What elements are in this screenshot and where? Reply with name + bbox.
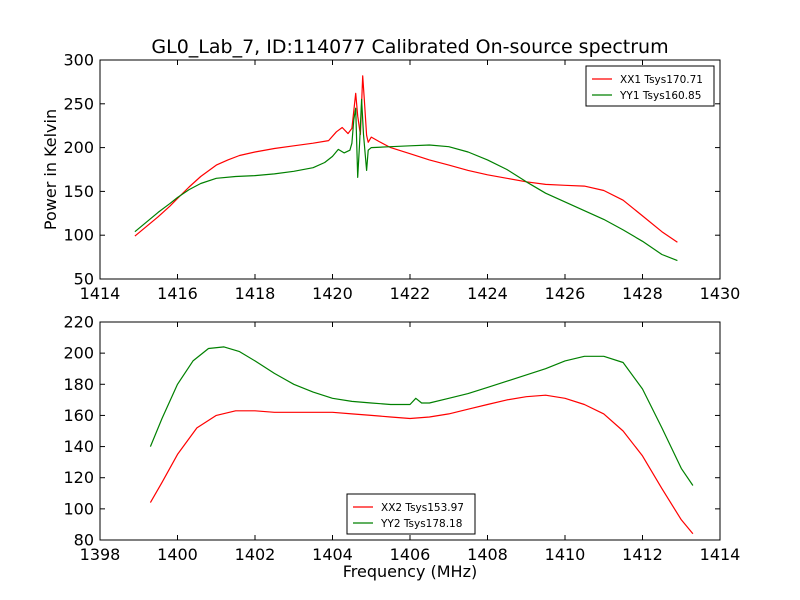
top-x-tick-label: 1430 [700, 284, 741, 303]
top-x-tick-label: 1418 [235, 284, 276, 303]
bottom-legend: XX2 Tsys153.97 YY2 Tsys178.18 [346, 493, 476, 535]
top-y-tick-label: 250 [63, 94, 94, 113]
bottom-x-tick-label: 1406 [390, 545, 431, 564]
bottom-x-tick-label: 1402 [235, 545, 276, 564]
bottom-y-tick-label: 140 [63, 437, 94, 456]
bottom-x-tick-label: 1404 [312, 545, 353, 564]
bottom-x-tick-label: 1398 [80, 545, 121, 564]
bottom-legend-label-1: XX2 Tsys153.97 [381, 502, 464, 514]
top-y-tick-label: 50 [74, 270, 94, 289]
bottom-legend-label-2: YY2 Tsys178.18 [380, 518, 462, 530]
top-x-tick-label: 1424 [467, 284, 508, 303]
bottom-y-tick-label: 120 [63, 468, 94, 487]
top-x-tick-label: 1422 [390, 284, 431, 303]
top-y-tick-label: 100 [63, 226, 94, 245]
bottom-y-tick-label: 220 [63, 313, 94, 332]
top-legend: XX1 Tsys170.71 YY1 Tsys160.85 [585, 65, 715, 107]
bottom-x-tick-label: 1414 [700, 545, 741, 564]
bottom-y-tick-label: 180 [63, 375, 94, 394]
bottom-x-tick-label: 1400 [157, 545, 198, 564]
bottom-y-tick-label: 80 [74, 531, 94, 550]
bottom-y-tick-label: 160 [63, 406, 94, 425]
bottom-y-tick-label: 200 [63, 344, 94, 363]
top-panel: 1414 1416 1418 1420 1422 1424 1426 1428 1430 50 10… [41, 51, 740, 304]
bottom-x-tick-label: 1410 [545, 545, 586, 564]
top-legend-label-1: XX1 Tsys170.71 [620, 74, 703, 86]
top-y-axis-label: Power in Kelvin [41, 109, 60, 230]
top-y-tick-label: 300 [63, 51, 94, 70]
top-series-line-2 [134, 98, 678, 262]
top-x-tick-label: 1414 [80, 284, 121, 303]
bottom-series-line-1 [149, 394, 694, 535]
figure-title: GL0_Lab_7, ID:114077 Calibrated On-sourc… [151, 36, 668, 58]
bottom-series-line-2 [149, 346, 694, 486]
top-x-tick-label: 1428 [622, 284, 663, 303]
top-y-tick-label: 150 [63, 182, 94, 201]
bottom-panel: 1398 1400 1402 1404 1406 1408 1410 1412 1414 80 10… [63, 313, 740, 582]
top-x-tick-label: 1416 [157, 284, 198, 303]
top-legend-label-2: YY1 Tsys160.85 [619, 90, 701, 102]
bottom-x-axis-label: Frequency (MHz) [343, 562, 477, 581]
bottom-x-tick-label: 1412 [622, 545, 663, 564]
top-x-tick-label: 1426 [545, 284, 586, 303]
bottom-x-tick-label: 1408 [467, 545, 508, 564]
top-y-tick-label: 200 [63, 138, 94, 157]
bottom-legend-box [346, 493, 476, 535]
top-x-tick-label: 1420 [312, 284, 353, 303]
bottom-y-tick-label: 100 [63, 499, 94, 518]
top-legend-box [585, 65, 715, 107]
